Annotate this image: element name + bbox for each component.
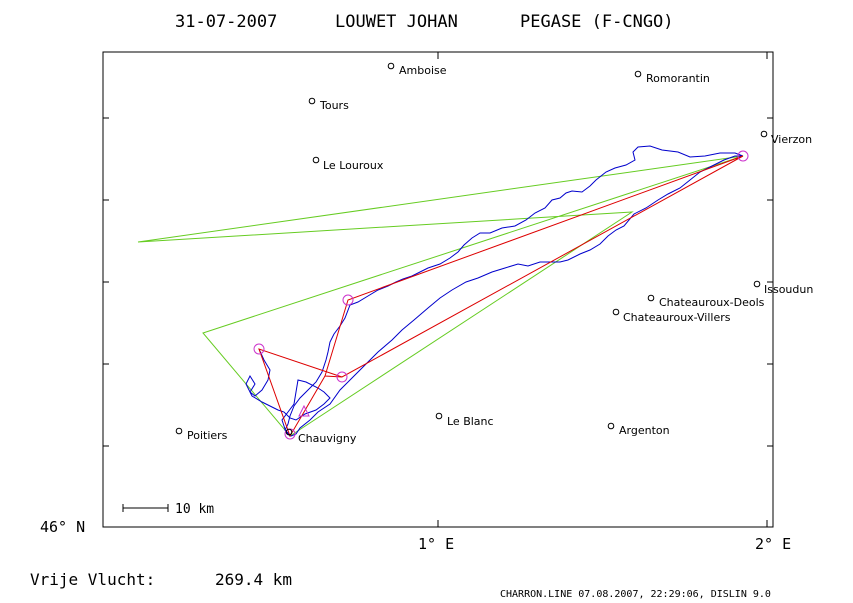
title-date: 31-07-2007: [175, 12, 277, 32]
longitude-label-2: 2° E: [755, 535, 791, 553]
town-label-issoudun: Issoudun: [764, 283, 813, 296]
turnpoint-mid: [336, 371, 348, 383]
distance-value: 269.4 km: [215, 570, 292, 589]
town-marker-le-louroux: [312, 156, 320, 164]
town-marker-vierzon: [760, 130, 768, 138]
town-marker-tours: [308, 97, 316, 105]
scale-bar-label: 10 km: [175, 502, 214, 517]
town-marker-argenton: [607, 422, 615, 430]
town-label-chateauroux-deols: Chateauroux-Deols: [659, 296, 765, 309]
town-label-poitiers: Poitiers: [187, 429, 228, 442]
town-marker-chateauroux-villers: [612, 308, 620, 316]
town-marker-romorantin: [634, 70, 642, 78]
town-marker-amboise: [387, 62, 395, 70]
town-label-tours: Tours: [319, 99, 349, 112]
software-credit: CHARRON.LINE 07.08.2007, 22:29:06, DISLI…: [500, 589, 771, 600]
longitude-label-1: 1° E: [418, 535, 454, 553]
turnpoint-north: [342, 294, 354, 306]
town-label-romorantin: Romorantin: [646, 72, 710, 85]
town-marker-issoudun: [753, 280, 761, 288]
town-marker-chateauroux-deols: [647, 294, 655, 302]
town-markers: [175, 62, 768, 436]
town-marker-poitiers: [175, 427, 183, 435]
town-labels: Amboise Romorantin Tours Vierzon Le Lour…: [187, 64, 813, 445]
distance-label: Vrije Vlucht:: [30, 570, 155, 589]
town-marker-le-blanc: [435, 412, 443, 420]
turnpoint-west: [253, 343, 265, 355]
town-label-le-louroux: Le Louroux: [323, 159, 384, 172]
town-label-chauvigny: Chauvigny: [298, 432, 357, 445]
turnpoint-vierzon: [737, 150, 749, 162]
fai-sector-lines: [137, 155, 744, 437]
scale-bar: [122, 504, 169, 512]
latitude-label: 46° N: [40, 518, 85, 536]
start-triangle: [298, 404, 310, 417]
plot-frame: [102, 51, 774, 528]
town-label-chateauroux-villers: Chateauroux-Villers: [623, 311, 731, 324]
flight-route: [258, 155, 744, 438]
title-pilot: LOUWET JOHAN: [335, 12, 458, 32]
town-label-argenton: Argenton: [619, 424, 670, 437]
town-label-vierzon: Vierzon: [771, 133, 812, 146]
gps-track: [245, 145, 744, 437]
town-label-le-blanc: Le Blanc: [447, 415, 494, 428]
axis-ticks: [103, 52, 773, 527]
title-glider: PEGASE (F-CNGO): [520, 12, 674, 32]
town-marker-chauvigny: [285, 428, 293, 436]
town-label-amboise: Amboise: [399, 64, 447, 77]
